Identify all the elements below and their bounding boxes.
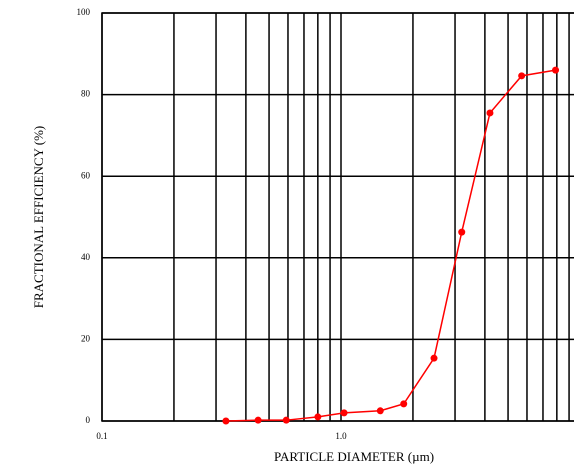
data-point bbox=[430, 354, 438, 362]
data-point bbox=[518, 72, 526, 80]
series-line bbox=[225, 69, 556, 422]
data-point bbox=[222, 417, 230, 425]
data-point bbox=[486, 109, 494, 117]
data-point bbox=[282, 416, 290, 424]
x-axis-title: PARTICLE DIAMETER (µm) bbox=[274, 449, 434, 464]
x-tick-label: 0.1 bbox=[96, 431, 107, 441]
data-point bbox=[552, 66, 560, 74]
data-point bbox=[340, 409, 348, 417]
y-tick-label: 20 bbox=[81, 333, 91, 343]
data-point bbox=[376, 407, 384, 415]
data-point bbox=[254, 416, 262, 424]
y-tick-label: 100 bbox=[77, 7, 91, 17]
y-tick-label: 80 bbox=[81, 89, 91, 99]
data-point bbox=[400, 400, 408, 408]
y-tick-label: 60 bbox=[81, 170, 91, 180]
y-tick-label: 0 bbox=[86, 415, 91, 425]
y-tick-label: 40 bbox=[81, 252, 91, 262]
x-tick-label: 1.0 bbox=[335, 431, 347, 441]
plot-frame bbox=[101, 12, 574, 422]
data-point bbox=[458, 228, 466, 236]
data-point bbox=[314, 413, 322, 421]
y-axis-title: FRACTIONAL EFFICIENCY (%) bbox=[31, 126, 46, 308]
